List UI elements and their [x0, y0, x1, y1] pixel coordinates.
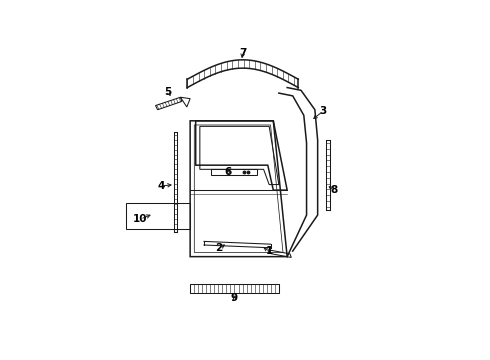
Text: 4: 4 [157, 181, 165, 191]
Text: 6: 6 [224, 167, 231, 177]
Text: 9: 9 [231, 293, 238, 303]
Text: 2: 2 [216, 243, 223, 253]
Text: 3: 3 [319, 106, 327, 116]
Text: 1: 1 [266, 246, 273, 256]
Text: 5: 5 [164, 87, 171, 97]
Text: 7: 7 [239, 48, 246, 58]
Text: 8: 8 [331, 185, 338, 195]
Text: 10: 10 [133, 214, 147, 224]
